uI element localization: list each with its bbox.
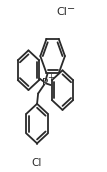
Text: P: P <box>42 78 48 88</box>
Text: Cl: Cl <box>32 158 42 168</box>
Text: −: − <box>67 4 75 14</box>
Text: +: + <box>47 73 54 82</box>
Text: Cl: Cl <box>57 7 68 17</box>
